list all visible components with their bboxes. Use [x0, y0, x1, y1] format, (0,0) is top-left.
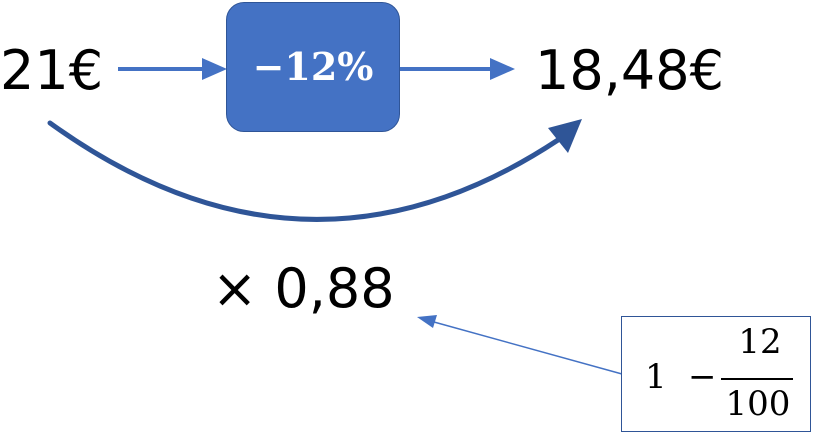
formula-pointer-arrow	[417, 315, 623, 375]
multiplication-curve-arrow	[47, 119, 582, 222]
end-value: 18,48€	[535, 39, 724, 102]
start-value: 21€	[0, 39, 104, 102]
start-to-box-arrow	[118, 58, 227, 80]
formula-whole: 1	[645, 357, 667, 397]
fraction-denominator: 100	[725, 384, 791, 424]
formula-operator: −	[688, 357, 717, 397]
multiplier-label: × 0,88	[212, 257, 395, 320]
fraction-numerator: 12	[738, 322, 782, 362]
percent-change-label: −12%	[252, 44, 374, 89]
fraction-bar	[721, 378, 793, 380]
formula-box: 1 − 12 100	[621, 316, 811, 432]
percent-change-box: −12%	[226, 2, 400, 132]
box-to-end-arrow	[400, 58, 515, 80]
